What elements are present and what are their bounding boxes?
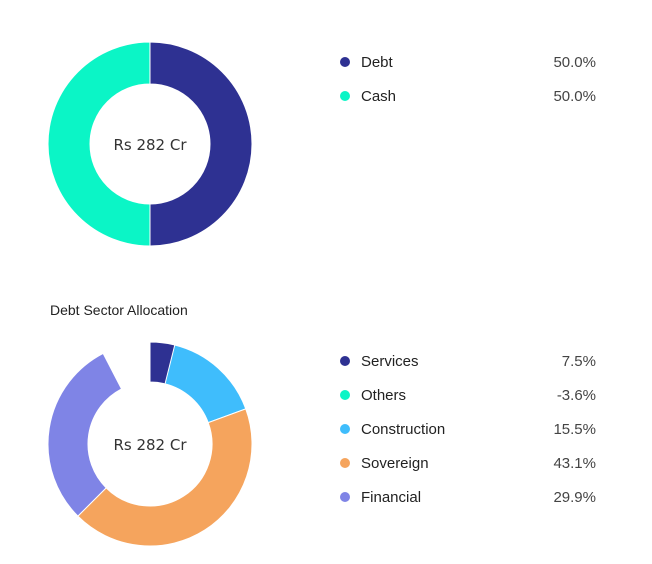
legend-label: Others: [361, 386, 407, 404]
slice-construction[interactable]: [164, 344, 247, 424]
legend-item-services[interactable]: Services 7.5%: [340, 344, 596, 378]
legend-label: Construction: [361, 420, 446, 438]
legend-value: 50.0%: [553, 53, 596, 71]
legend-item-construction[interactable]: Construction 15.5%: [340, 412, 596, 446]
donut-center-label: Rs 282 Cr: [113, 136, 187, 154]
legend-value: -3.6%: [556, 386, 596, 404]
chart-title: Debt Sector Allocation: [50, 302, 188, 318]
legend-label: Sovereign: [361, 454, 429, 472]
legend-value: 15.5%: [553, 420, 596, 438]
legend-item-financial[interactable]: Financial 29.9%: [340, 480, 596, 514]
legend-item-debt[interactable]: Debt 50.0%: [340, 45, 596, 79]
legend-item-sovereign[interactable]: Sovereign 43.1%: [340, 446, 596, 480]
asset-allocation-legend: Debt 50.0% Cash 50.0%: [340, 45, 596, 113]
legend-dot-icon: [340, 57, 350, 67]
slice-sovereign[interactable]: [77, 408, 253, 547]
legend-item-cash[interactable]: Cash 50.0%: [340, 79, 596, 113]
legend-dot-icon: [340, 424, 350, 434]
legend-label: Services: [361, 352, 419, 370]
debt-sector-legend: Services 7.5% Others -3.6% Construction 15.5%…: [340, 344, 596, 514]
legend-value: 29.9%: [553, 488, 596, 506]
legend-dot-icon: [340, 390, 350, 400]
legend-dot-icon: [340, 458, 350, 468]
slice-debt[interactable]: [149, 41, 253, 247]
legend-value: 43.1%: [553, 454, 596, 472]
legend-label: Debt: [361, 53, 393, 71]
legend-item-others[interactable]: Others -3.6%: [340, 378, 596, 412]
legend-value: 7.5%: [561, 352, 596, 370]
legend-dot-icon: [340, 356, 350, 366]
slice-financial[interactable]: [47, 352, 123, 517]
legend-label: Financial: [361, 488, 422, 506]
legend-value: 50.0%: [553, 87, 596, 105]
donut-center-label: Rs 282 Cr: [113, 436, 187, 454]
legend-label: Cash: [361, 87, 397, 105]
legend-dot-icon: [340, 91, 350, 101]
legend-dot-icon: [340, 492, 350, 502]
slice-cash[interactable]: [47, 41, 151, 247]
asset-allocation-donut: Rs 282 Cr: [47, 41, 253, 247]
debt-sector-donut: Rs 282 Cr: [47, 341, 253, 547]
